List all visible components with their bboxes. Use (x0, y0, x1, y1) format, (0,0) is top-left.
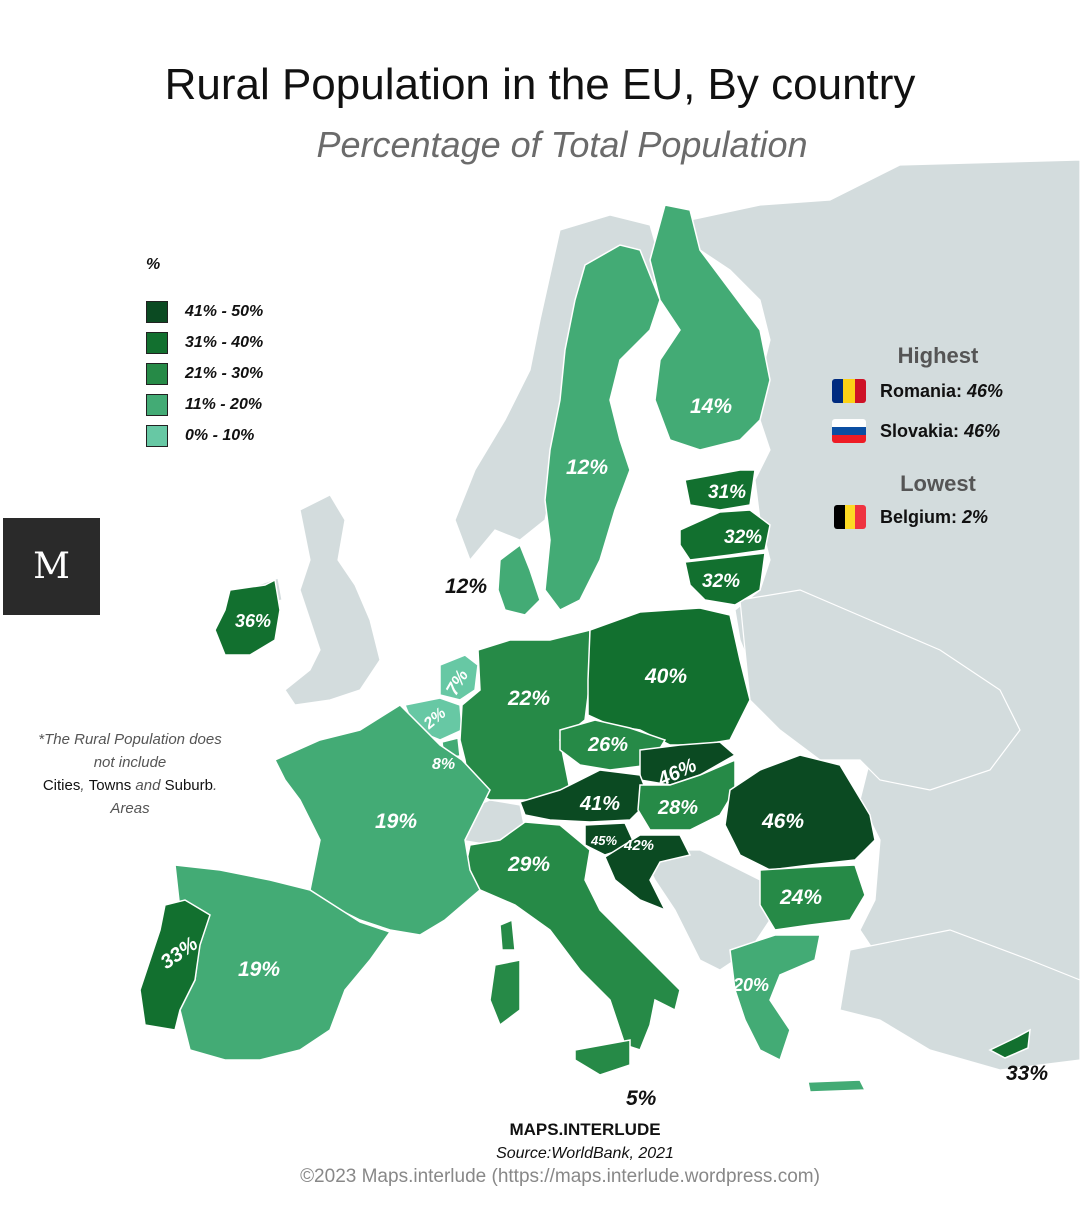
highest-stat: Slovakia: 46% (880, 420, 1001, 441)
label-estonia: 31% (708, 482, 746, 503)
legend-label: 31% - 40% (185, 333, 264, 351)
highest-heading: Highest (897, 343, 979, 368)
country-greece (729, 934, 821, 1062)
label-croatia: 42% (623, 837, 654, 854)
lowest-heading: Lowest (900, 471, 976, 496)
legend-item: 21% - 30% (146, 358, 263, 389)
eu-countries (139, 204, 1031, 1093)
legend-item: 0% - 10% (146, 420, 263, 451)
map-title: Rural Population in the EU, By country (164, 60, 916, 109)
copyright-line: ©2023 Maps.interlude (https://maps.inter… (300, 1166, 820, 1187)
label-latvia: 32% (724, 527, 762, 548)
label-poland: 40% (644, 665, 687, 688)
legend-item: 41% - 50% (146, 296, 263, 327)
legend-swatch (146, 424, 168, 447)
highest-row-slovakia: Slovakia: 46% (832, 419, 1000, 443)
legend-label: 0% - 10% (185, 426, 255, 444)
footnote-line: not include (93, 754, 167, 771)
country-lithuania (684, 552, 766, 606)
label-luxembourg: 8% (432, 756, 455, 773)
label-sweden: 12% (566, 456, 608, 479)
label-germany: 22% (507, 687, 550, 710)
label-slovenia: 45% (590, 833, 617, 848)
label-france: 19% (375, 810, 417, 833)
country-cyprus (988, 1028, 1031, 1059)
lowest-row-belgium: Belgium: 2% (834, 505, 988, 529)
country-france (273, 704, 491, 936)
legend: % 41% - 50% 31% - 40% 21% - 30% 11% - 20… (146, 256, 263, 451)
label-czechia: 26% (587, 734, 628, 756)
lowest-stat: Belgium: 2% (880, 506, 989, 527)
label-lithuania: 32% (702, 571, 740, 592)
label-spain: 19% (238, 958, 280, 981)
belgium-flag-icon (834, 505, 866, 529)
country-latvia (679, 509, 771, 561)
country-italy (464, 821, 681, 1051)
footnote-line: Areas (110, 800, 150, 817)
country-estonia (684, 469, 756, 511)
country-ireland (214, 578, 281, 656)
country-croatia (604, 834, 692, 912)
legend-swatch (146, 393, 168, 416)
map-subtitle: Percentage of Total Population (316, 124, 808, 165)
country-sweden (544, 244, 661, 611)
legend-swatch (146, 331, 168, 354)
maps-interlude-logo: M (3, 518, 100, 615)
label-ireland: 36% (235, 611, 271, 631)
country-sicily (574, 1039, 631, 1076)
country-portugal (139, 899, 211, 1031)
country-netherlands (439, 654, 479, 701)
slovakia-flag-icon (832, 419, 866, 443)
label-malta: 5% (626, 1087, 657, 1110)
logo-mark: M (33, 546, 70, 587)
highest-stat: Romania: 46% (880, 380, 1004, 401)
label-greece: 20% (732, 975, 769, 995)
uk-land (284, 494, 381, 706)
belarus-ukraine-land (739, 589, 1021, 791)
legend-swatch (146, 300, 168, 323)
country-bulgaria (759, 864, 866, 931)
legend-label: 11% - 20% (185, 395, 263, 413)
country-finland (649, 204, 771, 451)
label-cyprus: 33% (1006, 1062, 1048, 1085)
legend-item: 11% - 20% (146, 389, 263, 420)
footnote-line: *The Rural Population does (38, 731, 222, 748)
country-corsica (499, 918, 516, 951)
source-line: Source:WorldBank, 2021 (496, 1145, 674, 1162)
legend-label: 41% - 50% (185, 302, 264, 320)
label-austria: 41% (579, 793, 620, 815)
label-hungary: 28% (657, 797, 698, 819)
legend-swatch (146, 362, 168, 385)
country-crete (807, 1079, 867, 1093)
footnote-line: Cities, Towns and Suburb. (42, 777, 218, 794)
legend-item: 31% - 40% (146, 327, 263, 358)
country-sardinia (489, 959, 521, 1027)
label-bulgaria: 24% (779, 886, 822, 909)
country-denmark (497, 543, 541, 616)
brand-name: MAPS.INTERLUDE (509, 1120, 661, 1139)
country-romania (724, 754, 876, 871)
legend-label: 21% - 30% (185, 364, 264, 382)
label-denmark: 12% (445, 575, 487, 598)
legend-title: % (146, 256, 161, 273)
country-germany (459, 629, 591, 801)
label-finland: 14% (690, 395, 732, 418)
label-romania: 46% (761, 810, 804, 833)
country-slovakia (639, 741, 737, 786)
romania-flag-icon (832, 379, 866, 403)
footnote: *The Rural Population does not include C… (30, 728, 230, 820)
label-italy: 29% (507, 853, 550, 876)
highest-row-romania: Romania: 46% (832, 379, 1003, 403)
